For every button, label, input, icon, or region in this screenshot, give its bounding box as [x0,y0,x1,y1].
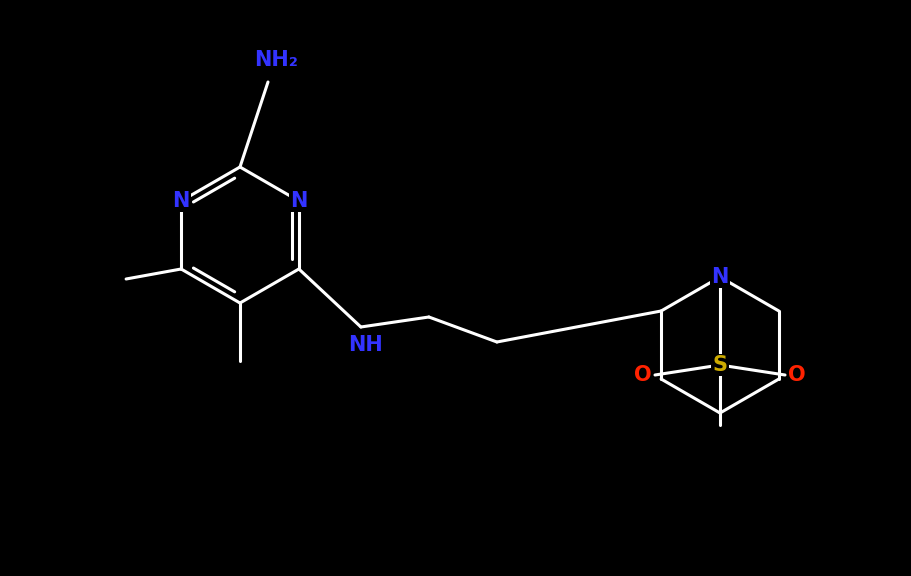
Text: N: N [172,191,189,211]
Text: N: N [711,267,728,287]
Text: NH₂: NH₂ [254,50,298,70]
Text: NH: NH [348,335,383,355]
Text: S: S [711,355,727,375]
Text: O: O [787,365,805,385]
Text: O: O [633,365,651,385]
Text: N: N [290,191,307,211]
